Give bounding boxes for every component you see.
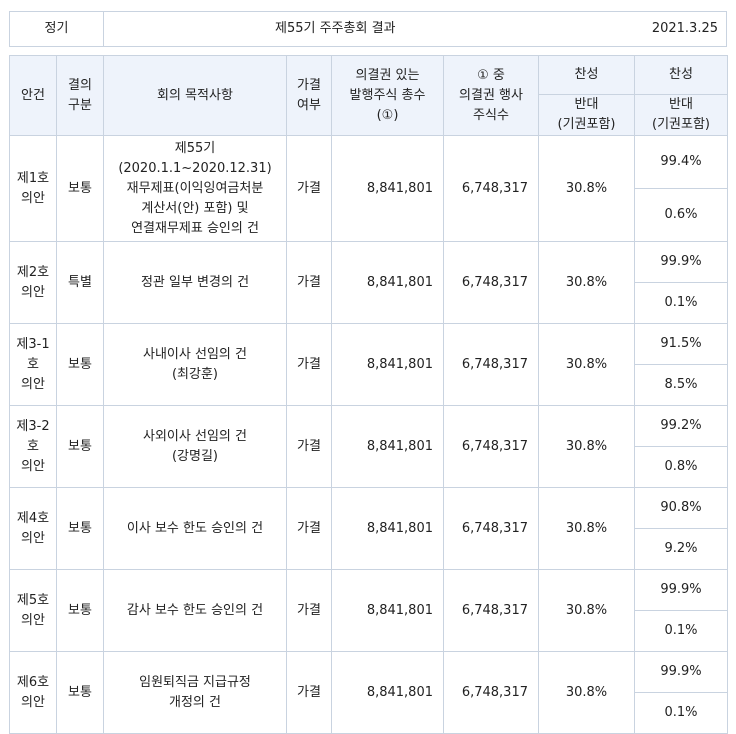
agenda-number: 제2호 의안 [9,241,57,324]
table-row-sub: 0.6% [10,188,728,242]
agenda-purpose: 정관 일부 변경의 건 [103,241,287,324]
exercised-shares: 6,748,317 [443,569,539,652]
passed-status: 가결 [286,241,332,324]
approve-percent: 90.8% [634,487,728,529]
approve-percent: 91.5% [634,323,728,365]
header-approve-b: 찬성 [634,55,728,95]
agenda-purpose: 감사 보수 한도 승인의 건 [103,569,287,652]
issued-shares: 8,841,801 [331,241,444,324]
issued-shares: 8,841,801 [331,487,444,570]
passed-status: 가결 [286,487,332,570]
header-oppose-b: 반대 (기권포함) [634,94,728,136]
header-exercised-shares: ① 중 의결권 행사 주식수 [443,55,539,136]
passed-status: 가결 [286,569,332,652]
oppose-percent: 0.8% [634,446,728,488]
header-purpose: 회의 목적사항 [103,55,287,136]
exercised-shares: 6,748,317 [443,405,539,488]
agenda-number: 제4호 의안 [9,487,57,570]
issued-shares: 8,841,801 [331,405,444,488]
exercised-shares: 6,748,317 [443,135,539,242]
agenda-purpose: 사외이사 선임의 건 (강명길) [103,405,287,488]
agenda-number: 제1호 의안 [9,135,57,242]
issued-shares: 8,841,801 [331,323,444,406]
approve-percent: 99.9% [634,569,728,611]
header-agenda: 안건 [9,55,57,136]
table-row: 제3-2 호 의안 보통 사외이사 선임의 건 (강명길) 가결 8,841,801 6,748… [9,405,728,488]
resolution-type: 보통 [56,135,104,242]
approve-percent: 99.4% [634,135,728,189]
header-oppose-a: 반대 (기권포함) [538,94,635,136]
table-row: 제5호 의안 보통 감사 보수 한도 승인의 건 가결 8,841,801 6,748,31… [9,569,728,652]
agenda-number: 제3-2 호 의안 [9,405,57,488]
agenda-purpose: 이사 보수 한도 승인의 건 [103,487,287,570]
meeting-header: 정기 제55기 주주총회 결과 2021.3.25 [9,11,727,47]
meeting-date: 2021.3.25 [566,11,727,47]
table-row: 제1호 의안 보통 제55기 (2020.1.1~2020.12.31) 재무제표(이익잉… [9,135,728,242]
resolution-type: 보통 [56,651,104,734]
resolution-type: 보통 [56,487,104,570]
issued-shares: 8,841,801 [331,569,444,652]
resolution-type: 보통 [56,405,104,488]
turnout-percent: 30.8% [538,135,635,242]
exercised-shares: 6,748,317 [443,241,539,324]
agenda-number: 제3-1 호 의안 [9,323,57,406]
turnout-percent: 30.8% [538,241,635,324]
issued-shares: 8,841,801 [331,651,444,734]
agenda-number: 제5호 의안 [9,569,57,652]
header-passed: 가결 여부 [286,55,332,136]
header-resolution-type: 결의 구분 [56,55,104,136]
header-issued-shares: 의결권 있는 발행주식 총수 (①) [331,55,444,136]
oppose-percent: 0.6% [634,188,728,242]
agenda-purpose: 제55기 (2020.1.1~2020.12.31) 재무제표(이익잉여금처분 계산서… [103,135,287,242]
turnout-percent: 30.8% [538,569,635,652]
agenda-purpose: 사내이사 선임의 건 (최강훈) [103,323,287,406]
oppose-percent: 8.5% [634,364,728,406]
table-row: 제4호 의안 보통 이사 보수 한도 승인의 건 가결 8,841,801 6,748,31… [9,487,728,570]
passed-status: 가결 [286,405,332,488]
resolution-type: 보통 [56,569,104,652]
turnout-percent: 30.8% [538,405,635,488]
page-title: 제55기 주주총회 결과 [103,11,567,47]
oppose-percent: 0.1% [634,692,728,734]
table-row: 제6호 의안 보통 임원퇴직금 지급규정 개정의 건 가결 8,841,801 6,748,3… [9,651,728,734]
agenda-purpose: 임원퇴직금 지급규정 개정의 건 [103,651,287,734]
passed-status: 가결 [286,323,332,406]
agenda-number: 제6호 의안 [9,651,57,734]
results-table: 안건 결의 구분 회의 목적사항 가결 여부 의결권 있는 발행주식 총수 (①) ① … [9,55,728,734]
approve-percent: 99.9% [634,651,728,693]
oppose-percent: 0.1% [634,282,728,324]
passed-status: 가결 [286,651,332,734]
approve-percent: 99.9% [634,241,728,283]
header-approve-a: 찬성 [538,55,635,95]
oppose-percent: 0.1% [634,610,728,652]
table-row: 제2호 의안 특별 정관 일부 변경의 건 가결 8,841,801 6,748,317 30… [9,241,728,324]
exercised-shares: 6,748,317 [443,323,539,406]
exercised-shares: 6,748,317 [443,651,539,734]
table-row-sub: 0.8% [10,446,728,488]
table-row-sub: 9.2% [10,528,728,570]
turnout-percent: 30.8% [538,323,635,406]
passed-status: 가결 [286,135,332,242]
issued-shares: 8,841,801 [331,135,444,242]
meeting-type: 정기 [9,11,104,47]
table-row-sub: 0.1% [10,282,728,324]
oppose-percent: 9.2% [634,528,728,570]
turnout-percent: 30.8% [538,487,635,570]
table-row-sub: 0.1% [10,610,728,652]
table-row: 제3-1 호 의안 보통 사내이사 선임의 건 (최강훈) 가결 8,841,801 6,748… [9,323,728,406]
resolution-type: 특별 [56,241,104,324]
approve-percent: 99.2% [634,405,728,447]
results-body: 제1호 의안 보통 제55기 (2020.1.1~2020.12.31) 재무제표(이익잉… [9,135,728,734]
turnout-percent: 30.8% [538,651,635,734]
resolution-type: 보통 [56,323,104,406]
exercised-shares: 6,748,317 [443,487,539,570]
